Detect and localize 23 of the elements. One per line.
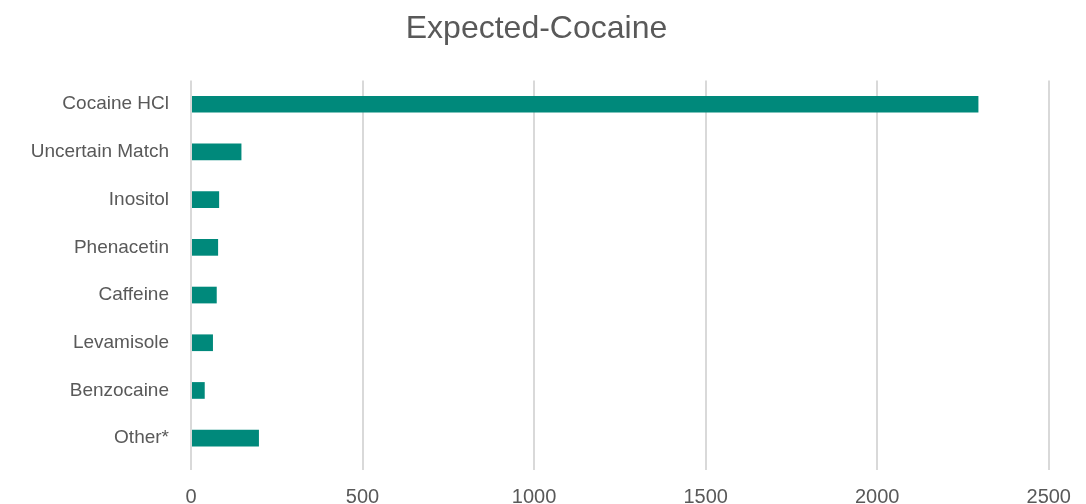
x-tick-label: 1000 [511, 484, 557, 504]
chart-title: Expected-Cocaine [405, 9, 668, 46]
y-tick-label: Benzocaine [69, 378, 169, 400]
x-tick-label: 0 [185, 484, 197, 504]
y-tick-label: Caffeine [98, 283, 169, 305]
y-tick-label: Cocaine HCl [62, 92, 169, 114]
bar [192, 382, 205, 399]
bar [192, 95, 979, 113]
y-tick-label: Inositol [108, 187, 169, 209]
bar [192, 143, 242, 161]
y-tick-label: Phenacetin [73, 235, 169, 257]
bar [192, 239, 219, 256]
y-tick-label: Other* [114, 426, 170, 448]
bar [192, 191, 220, 208]
bar [192, 334, 213, 352]
x-tick-label: 500 [345, 484, 380, 504]
y-tick-label: Levamisole [72, 330, 169, 352]
x-tick-label: 1500 [683, 484, 728, 504]
x-tick-label: 2000 [854, 484, 900, 504]
bar [192, 286, 217, 304]
y-tick-label: Uncertain Match [30, 140, 169, 162]
bar [192, 429, 259, 447]
x-tick-label: 2500 [1026, 484, 1071, 504]
